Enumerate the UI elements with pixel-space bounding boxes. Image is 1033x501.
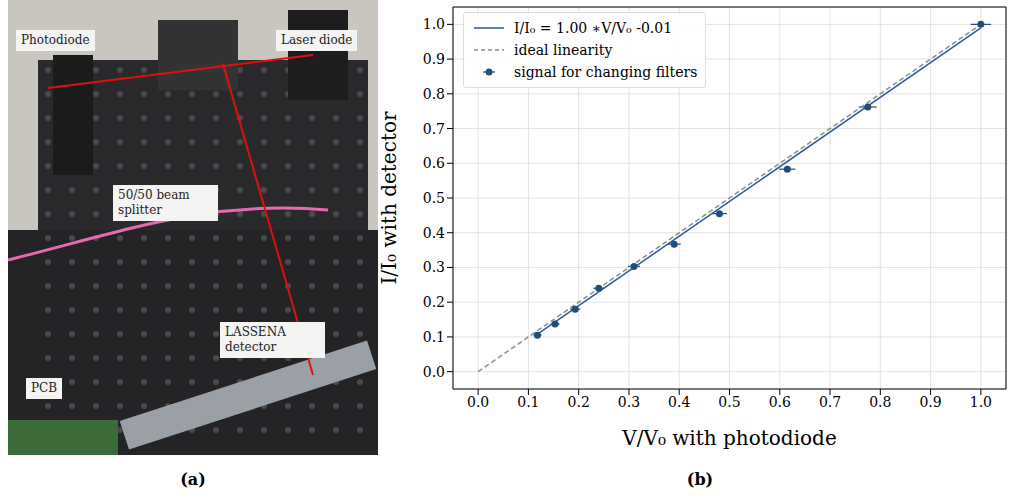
html-text:PCB: PCB (31, 381, 58, 395)
html-text:50/50 beam splitter: 50/50 beam splitter (118, 188, 190, 217)
svg-text:0.3: 0.3 (618, 394, 640, 410)
svg-text:1.0: 1.0 (423, 16, 445, 32)
html-text:signal for changing filters: signal for changing filters (514, 64, 698, 80)
svg-text:0.0: 0.0 (423, 364, 445, 380)
html-text:(b): (b) (686, 470, 714, 489)
html-text:(a): (a) (180, 470, 206, 489)
svg-text:V/V₀ with photodiode: V/V₀ with photodiode (621, 426, 836, 450)
svg-text:0.2: 0.2 (568, 394, 590, 410)
svg-text:0.1: 0.1 (423, 329, 445, 345)
html-text:I/I₀ = 1.00 ∗V/V₀ -0.01: I/I₀ = 1.00 ∗V/V₀ -0.01 (514, 20, 673, 36)
svg-text:0.6: 0.6 (423, 155, 445, 171)
svg-text:0.6: 0.6 (769, 394, 791, 410)
svg-text:0.5: 0.5 (718, 394, 740, 410)
svg-text:0.1: 0.1 (517, 394, 539, 410)
svg-text:0.4: 0.4 (423, 225, 445, 241)
svg-text:0.8: 0.8 (423, 86, 445, 102)
svg-text:0.7: 0.7 (423, 121, 445, 137)
html-text:LASSENA detector: LASSENA detector (225, 325, 286, 354)
svg-text:0.8: 0.8 (869, 394, 891, 410)
svg-text:I/I₀ with detector: I/I₀ with detector (377, 111, 401, 284)
svg-text:0.3: 0.3 (423, 259, 445, 275)
html-text:Photodiode: Photodiode (21, 33, 90, 47)
svg-text:0.5: 0.5 (423, 190, 445, 206)
svg-text:0.7: 0.7 (819, 394, 841, 410)
svg-text:0.2: 0.2 (423, 294, 445, 310)
svg-text:0.4: 0.4 (668, 394, 690, 410)
svg-text:1.0: 1.0 (970, 394, 992, 410)
html-text:Laser diode: Laser diode (281, 33, 353, 47)
svg-text:0.0: 0.0 (467, 394, 489, 410)
svg-text:0.9: 0.9 (423, 51, 445, 67)
svg-text:0.9: 0.9 (919, 394, 941, 410)
html-text:ideal linearity: ideal linearity (514, 42, 613, 58)
